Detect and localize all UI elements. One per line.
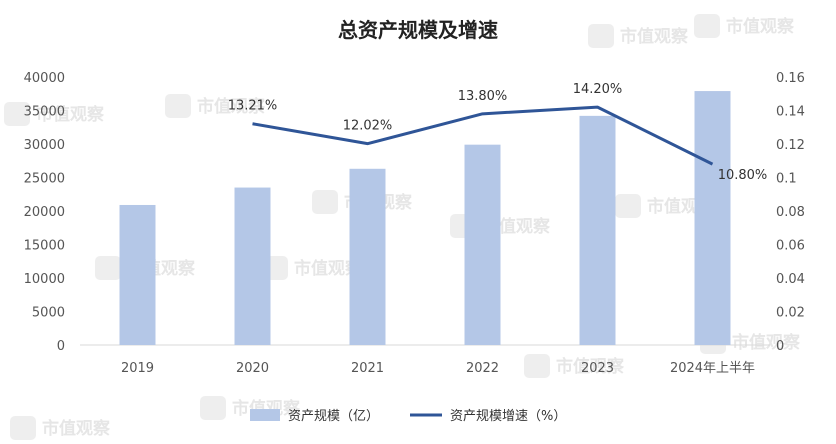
watermark: 市值观察 — [588, 24, 689, 48]
y-left-tick-label: 10000 — [24, 272, 65, 287]
watermark-logo-icon — [312, 190, 338, 214]
watermark-text: 市值观察 — [732, 332, 801, 353]
legend: 资产规模（亿） 资产规模增速（%） — [250, 409, 566, 424]
legend-label: 资产规模（亿） — [288, 409, 379, 424]
x-tick-label: 2022 — [466, 361, 499, 376]
data-label: 14.20% — [573, 82, 623, 97]
watermark-text: 市值观察 — [556, 356, 625, 377]
watermark-logo-icon — [524, 354, 550, 378]
watermark: 市值观察 — [262, 256, 363, 280]
bar — [119, 204, 156, 345]
watermark: 市值观察 — [524, 354, 625, 378]
y-right-tick-label: 0 — [776, 339, 784, 354]
y-left-tick-label: 40000 — [24, 71, 65, 86]
watermark-logo-icon — [10, 416, 36, 440]
y-left-tick-label: 30000 — [24, 138, 65, 153]
bar — [464, 144, 501, 345]
bar — [579, 115, 616, 345]
y-right-tick-label: 0.02 — [776, 306, 805, 321]
y-left-tick-label: 15000 — [24, 239, 65, 254]
x-tick-label: 2019 — [121, 361, 154, 376]
y-right-tick-label: 0.14 — [776, 105, 805, 120]
watermark-text: 市值观察 — [620, 26, 689, 47]
watermark-logo-icon — [615, 194, 641, 218]
legend-bar-swatch — [250, 409, 280, 421]
y-left-tick-label: 25000 — [24, 172, 65, 187]
y-right-tick-label: 0.04 — [776, 272, 805, 287]
y-right-tick-label: 0.06 — [776, 239, 805, 254]
chart-title: 总资产规模及增速 — [338, 18, 498, 42]
bar — [234, 187, 271, 345]
watermark: 市值观察 — [4, 102, 105, 126]
watermark-text: 市值观察 — [726, 16, 795, 37]
y-right-tick-label: 0.16 — [776, 71, 805, 86]
watermark-logo-icon — [165, 94, 191, 118]
data-label: 10.80% — [718, 168, 768, 183]
bar — [694, 91, 731, 345]
watermark: 市值观察 — [694, 14, 795, 38]
data-label: 13.80% — [458, 89, 508, 104]
x-tick-label: 2024年上半年 — [670, 361, 755, 376]
y-left-tick-label: 0 — [57, 339, 65, 354]
x-tick-label: 2023 — [581, 361, 614, 376]
watermark: 市值观察 — [10, 416, 111, 440]
y-right-tick-label: 0.12 — [776, 138, 805, 153]
watermark-text: 市值观察 — [232, 398, 301, 419]
bar — [349, 168, 386, 345]
watermark-text: 市值观察 — [294, 258, 363, 279]
data-label: 12.02% — [343, 119, 393, 134]
x-tick-label: 2021 — [351, 361, 384, 376]
watermark-logo-icon — [4, 102, 30, 126]
x-tick-label: 2020 — [236, 361, 269, 376]
watermark: 市值观察 — [165, 94, 266, 118]
watermark-logo-icon — [200, 396, 226, 420]
data-label: 13.21% — [228, 99, 278, 114]
y-left-tick-label: 5000 — [32, 306, 65, 321]
watermark-text: 市值观察 — [42, 418, 111, 439]
legend-label: 资产规模增速（%） — [450, 409, 566, 424]
y-right-tick-label: 0.08 — [776, 205, 805, 220]
watermark-text: 市值观察 — [197, 96, 266, 117]
watermark-logo-icon — [588, 24, 614, 48]
watermark-text: 市值观察 — [36, 104, 105, 125]
y-left-tick-label: 35000 — [24, 105, 65, 120]
y-left-tick-label: 20000 — [24, 205, 65, 220]
watermark: 市值观察 — [200, 396, 301, 420]
watermark-logo-icon — [95, 256, 121, 280]
y-right-tick-label: 0.1 — [776, 172, 797, 187]
growth-line — [252, 105, 714, 166]
watermark-logo-icon — [694, 14, 720, 38]
